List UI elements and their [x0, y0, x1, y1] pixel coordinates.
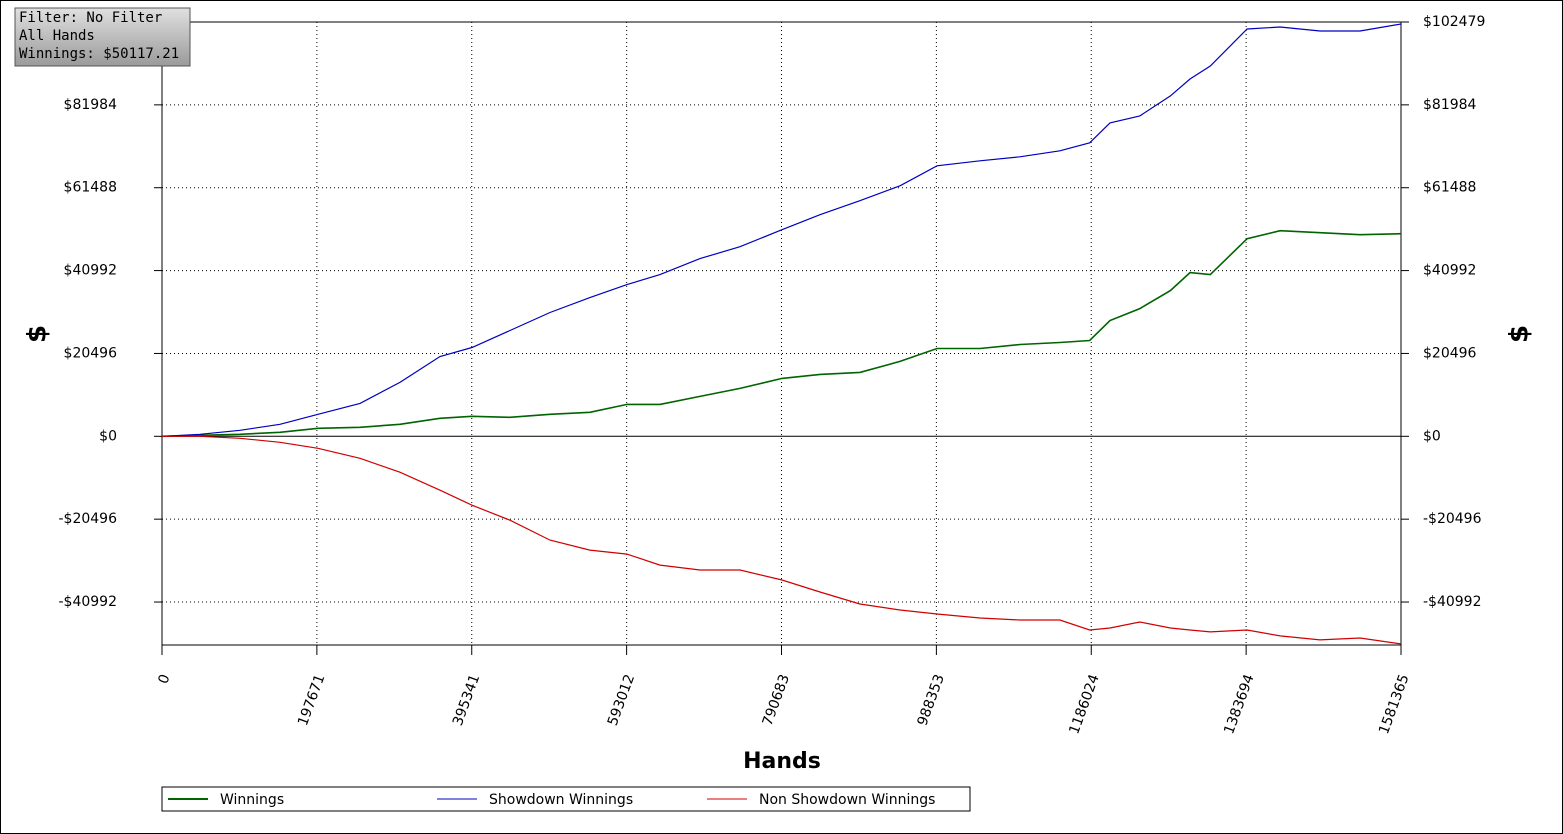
legend-box — [161, 786, 971, 812]
y-tick-label: $40992 — [64, 263, 117, 279]
legend-label: Non Showdown Winnings — [759, 792, 935, 808]
y-tick-label: $61488 — [64, 180, 117, 196]
y2-axis-title: $ — [1505, 325, 1535, 343]
info-line: All Hands — [19, 28, 95, 44]
y2-tick-label: -$20496 — [1423, 511, 1482, 527]
info-line: Winnings: $50117.21 — [19, 46, 179, 62]
y-axis-title: $ — [23, 325, 53, 343]
info-background — [14, 7, 191, 67]
y-tick-label: $20496 — [64, 345, 118, 361]
legend-item: Winnings — [168, 792, 284, 808]
y2-tick-label: $0 — [1423, 428, 1441, 444]
legend-item: Non Showdown Winnings — [707, 792, 935, 808]
legend-label: Winnings — [220, 792, 284, 808]
info-box: Filter: No Filter All Hands Winnings: $501… — [14, 7, 191, 67]
y2-tick-label: $20496 — [1423, 345, 1477, 361]
series-line — [161, 23, 1402, 437]
x-axis-title: Hands — [743, 749, 821, 774]
y-tick-label: $81984 — [64, 97, 118, 113]
y-tick-label: -$20496 — [59, 511, 118, 527]
y2-tick-label: $102479 — [1423, 14, 1485, 30]
y2-tick-label: $81984 — [1423, 97, 1477, 113]
y2-tick-label: $61488 — [1423, 180, 1476, 196]
series-line — [162, 435, 1402, 645]
y2-tick-label: -$40992 — [1423, 594, 1482, 610]
y2-tick-label: $40992 — [1423, 263, 1476, 279]
plot-frame — [161, 21, 1402, 646]
legend-label: Showdown Winnings — [489, 792, 633, 808]
legend-item: Showdown Winnings — [437, 792, 633, 808]
info-line: Filter: No Filter — [19, 10, 162, 26]
series-line — [161, 229, 1402, 438]
y-tick-label: -$40992 — [59, 594, 118, 610]
y-tick-label: $0 — [99, 428, 117, 444]
